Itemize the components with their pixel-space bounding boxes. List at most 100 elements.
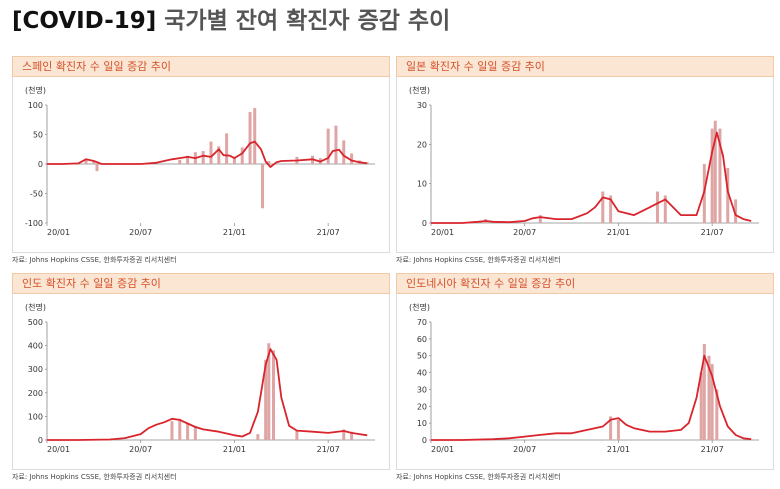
y-tick-label: -50	[30, 190, 43, 199]
bar	[264, 359, 268, 440]
bar	[699, 372, 703, 440]
bar	[240, 147, 244, 164]
bar	[350, 153, 354, 164]
series-line	[47, 140, 368, 168]
y-tick-label: 70	[417, 318, 427, 327]
source-note: 자료: Johns Hopkins CSSE, 한화투자증권 리서치센터	[396, 473, 561, 481]
source-note: 자료: Johns Hopkins CSSE, 한화투자증권 리서치센터	[12, 473, 177, 481]
bar	[663, 195, 667, 223]
bar	[261, 164, 265, 209]
bar	[186, 155, 190, 164]
x-tick-label: 21/07	[317, 445, 340, 454]
bar	[209, 141, 213, 164]
bar	[616, 419, 620, 440]
x-tick-label: 21/07	[701, 228, 724, 237]
chart-area: (천명) 100 50 0 -50 -100 20/01 20/07 21/01 21/07	[12, 77, 390, 253]
bar	[710, 364, 714, 440]
y-tick-label: 30	[417, 101, 427, 110]
source-note: 자료: Johns Hopkins CSSE, 한화투자증권 리서치센터	[12, 256, 177, 264]
bar	[334, 125, 338, 164]
y-tick-label: 0	[422, 436, 427, 445]
x-tick-label: 20/07	[129, 445, 152, 454]
chart-panel-india: 인도 확진자 수 일일 증감 추이 (천명) 500 400 300 200 100 0 20…	[12, 273, 390, 489]
source-note: 자료: Johns Hopkins CSSE, 한화투자증권 리서치센터	[396, 256, 561, 264]
chart-svg: (천명) 70 60 50 40 30 20 10 0 20/01 20/07 21/01 21/07	[409, 302, 759, 454]
chart-title: 인도네시아 확진자 수 일일 증감 추이	[396, 273, 774, 294]
x-tick-label: 20/01	[431, 228, 454, 237]
bar	[186, 423, 190, 440]
chart-svg: (천명) 100 50 0 -50 -100 20/01 20/07 21/01 21/07	[25, 85, 375, 237]
y-tick-label: 400	[28, 342, 43, 351]
bar	[95, 164, 99, 172]
page-title-tag: [COVID-19]	[12, 8, 157, 34]
bar	[342, 140, 346, 164]
bar	[232, 156, 236, 164]
y-tick-label: 300	[28, 365, 43, 374]
chart-area: (천명) 500 400 300 200 100 0 20/01 20/07 21/01 21/07	[12, 294, 390, 470]
bar	[326, 128, 330, 164]
bar	[609, 195, 613, 223]
y-tick-label: 200	[28, 389, 43, 398]
y-tick-label: 50	[33, 131, 43, 140]
chart-panel-japan: 일본 확진자 수 일일 증감 추이 (천명) 30 20 10 0 20/01 20/07 2…	[396, 56, 774, 272]
y-tick-label: 100	[28, 412, 43, 421]
bar	[178, 159, 182, 164]
unit-label: (천명)	[25, 302, 46, 312]
chart-area: (천명) 70 60 50 40 30 20 10 0 20/01 20/07 21/01 21/07	[396, 294, 774, 470]
x-tick-label: 21/07	[701, 445, 724, 454]
x-tick-label: 20/01	[47, 445, 70, 454]
bar	[713, 120, 717, 223]
y-tick-label: 0	[38, 436, 43, 445]
x-tick-label: 20/07	[513, 228, 536, 237]
x-tick-label: 21/07	[317, 228, 340, 237]
chart-title: 인도 확진자 수 일일 증감 추이	[12, 273, 390, 294]
bar	[710, 128, 714, 223]
x-tick-label: 21/01	[607, 445, 630, 454]
series-line	[431, 131, 752, 224]
bar	[609, 416, 613, 440]
bar	[267, 161, 271, 164]
x-tick-label: 21/01	[223, 228, 246, 237]
chart-svg: (천명) 30 20 10 0 20/01 20/07 21/01 21/07	[409, 85, 759, 237]
chart-title: 일본 확진자 수 일일 증감 추이	[396, 56, 774, 77]
bar	[248, 112, 252, 164]
bar	[734, 199, 738, 223]
chart-svg: (천명) 500 400 300 200 100 0 20/01 20/07 21/01 21/07	[25, 302, 375, 454]
y-tick-label: 20	[417, 140, 427, 149]
x-tick-label: 20/07	[129, 228, 152, 237]
y-tick-label: 40	[417, 369, 427, 378]
x-tick-label: 21/01	[223, 445, 246, 454]
bar	[253, 107, 257, 164]
bar	[225, 133, 229, 164]
page-title: [COVID-19] 국가별 잔여 확진자 증감 추이	[12, 4, 450, 38]
bar	[726, 167, 730, 223]
bar	[92, 161, 96, 164]
bar	[271, 350, 275, 440]
chart-panel-indonesia: 인도네시아 확진자 수 일일 증감 추이 (천명) 70 60 50 40 30 20 10 0…	[396, 273, 774, 489]
bar	[538, 215, 542, 223]
bar	[170, 421, 174, 440]
bar	[217, 146, 221, 164]
x-tick-label: 20/01	[47, 228, 70, 237]
bar	[178, 418, 182, 440]
series-line	[47, 348, 368, 441]
bar	[601, 191, 605, 223]
y-tick-label: 100	[28, 101, 43, 110]
bar	[342, 429, 346, 440]
series-line	[431, 354, 752, 441]
y-tick-label: 60	[417, 335, 427, 344]
y-tick-label: 10	[417, 419, 427, 428]
unit-label: (천명)	[409, 85, 430, 95]
bar	[350, 431, 354, 440]
y-tick-label: -100	[25, 219, 43, 228]
bar	[84, 158, 88, 164]
bar	[702, 343, 706, 440]
chart-panel-spain: 스페인 확진자 수 일일 증감 추이 (천명) 100 50 0 -50 -100 20/0…	[12, 56, 390, 272]
bar	[718, 128, 722, 223]
unit-label: (천명)	[25, 85, 46, 95]
y-tick-label: 500	[28, 318, 43, 327]
chart-title: 스페인 확진자 수 일일 증감 추이	[12, 56, 390, 77]
chart-area: (천명) 30 20 10 0 20/01 20/07 21/01 21/07	[396, 77, 774, 253]
bar	[715, 389, 719, 440]
unit-label: (천명)	[409, 302, 430, 312]
